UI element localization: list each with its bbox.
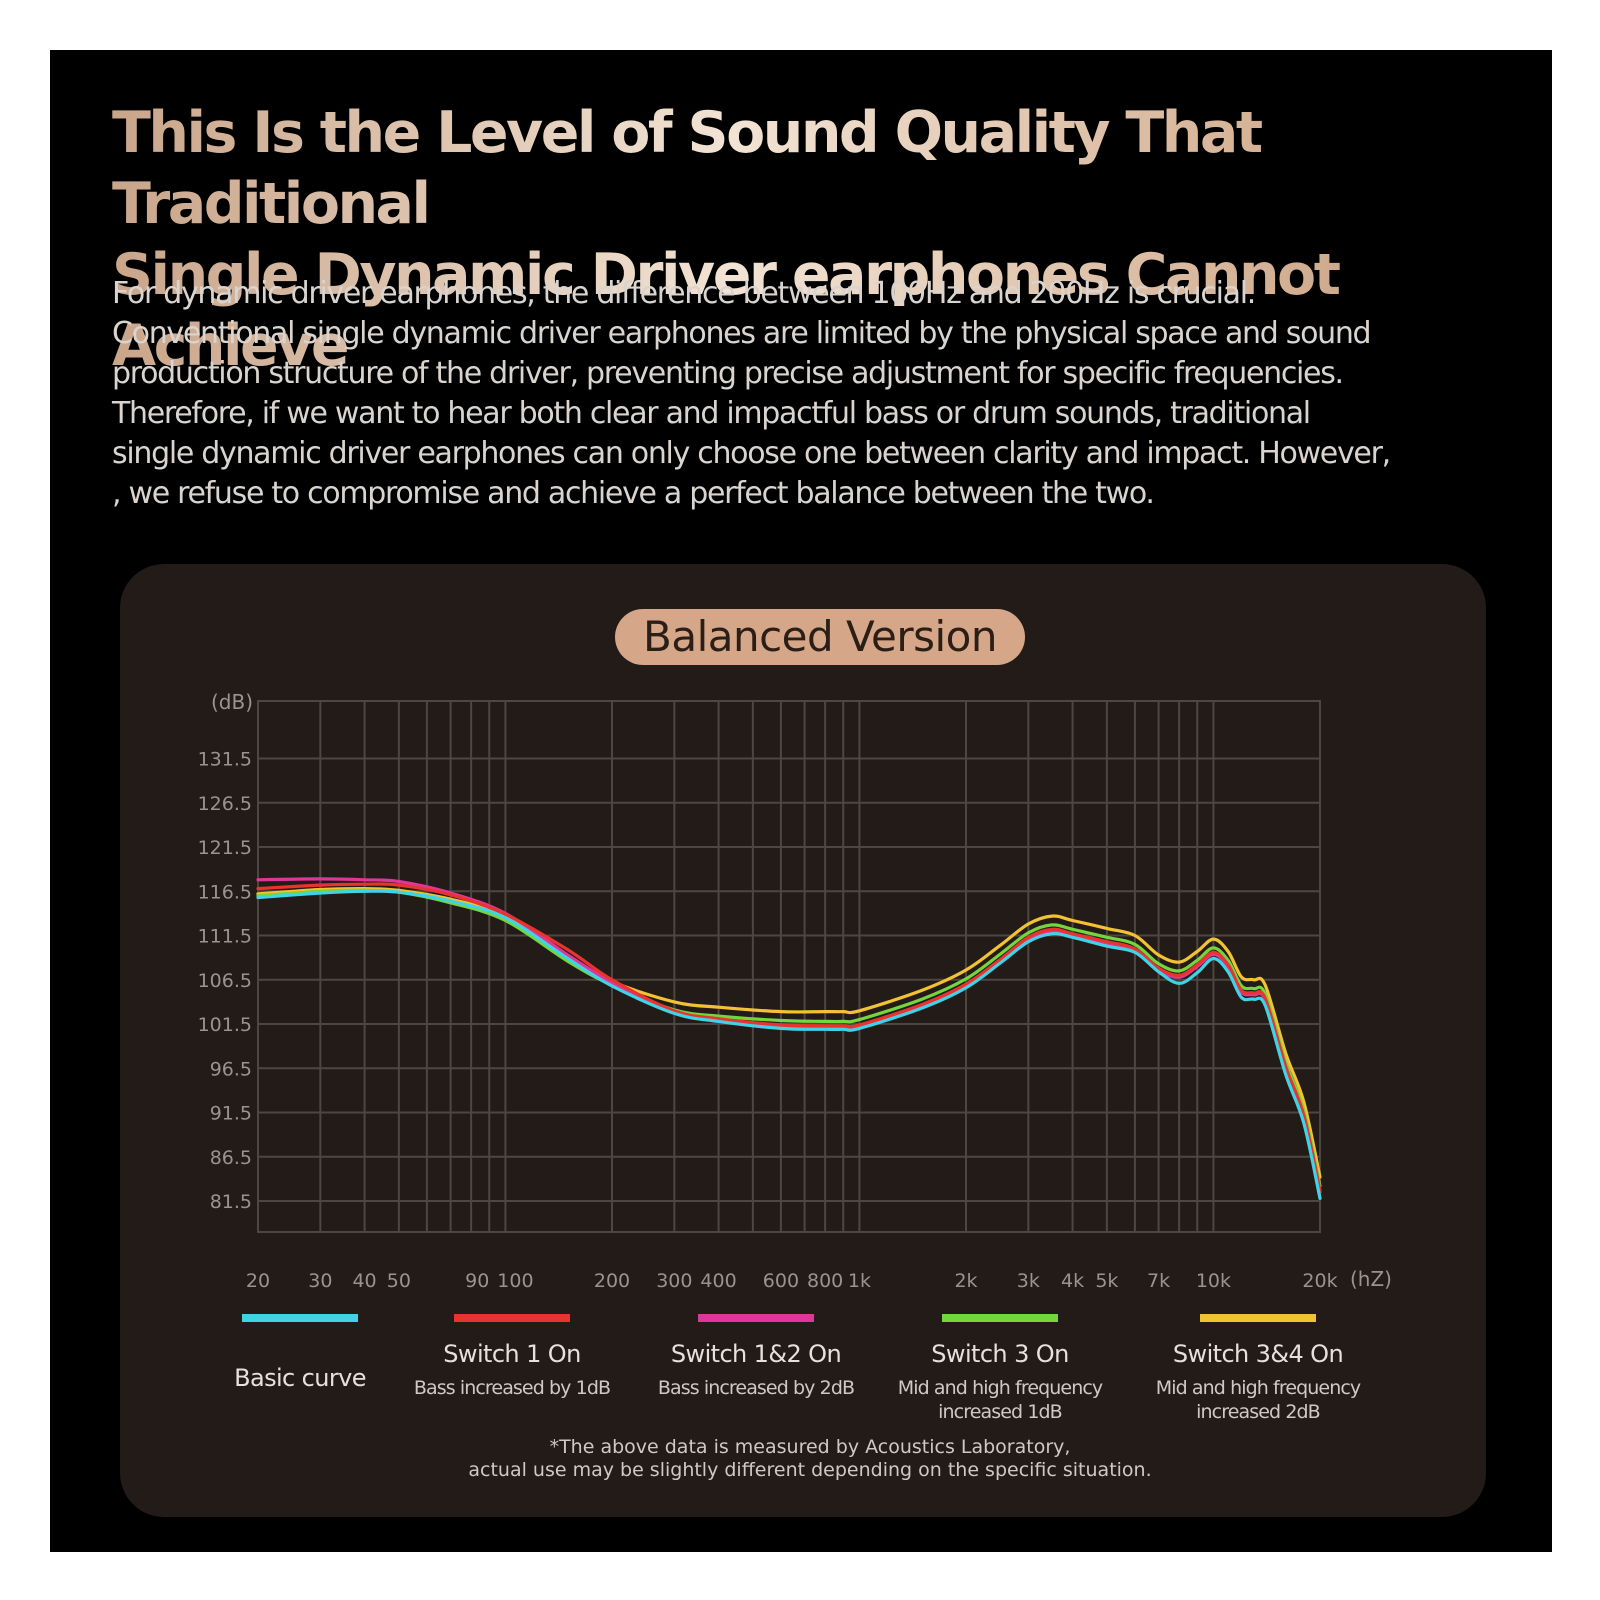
y-tick-label: 91.5 (210, 1103, 252, 1125)
body-text: For dynamic driver earphones, the differ… (112, 276, 1391, 511)
legend-item-switch-1-on: Switch 1 On Bass increased by 1dB (392, 1314, 632, 1400)
legend-item-basic-curve: Basic curve (180, 1314, 420, 1392)
y-tick-label: 101.5 (198, 1014, 252, 1036)
x-tick-label: 2k (954, 1270, 977, 1292)
x-tick-label: 4k (1061, 1270, 1084, 1292)
x-tick-label: 40 (352, 1270, 376, 1292)
legend-desc: Bass increased by 2dB (657, 1377, 855, 1399)
x-tick-label: 100 (497, 1270, 533, 1292)
series-line-switch-3-4-on (256, 886, 1322, 1179)
legend-name: Switch 1&2 On (670, 1340, 842, 1368)
legend-swatch (942, 1314, 1058, 1322)
y-axis-unit: (dB) (211, 690, 253, 714)
footnote: *The above data is measured by Acoustics… (468, 1436, 1152, 1481)
x-tick-label: 20 (246, 1270, 270, 1292)
x-tick-label: 3k (1017, 1270, 1040, 1292)
legend-name: Switch 3&4 On (1172, 1340, 1344, 1368)
series-line-basic-curve (256, 889, 1322, 1200)
x-tick-label: 1k (848, 1270, 871, 1292)
y-tick-label: 106.5 (198, 970, 252, 992)
x-axis-unit: (hZ) (1350, 1267, 1392, 1291)
y-tick-label: 116.5 (198, 881, 252, 903)
x-tick-label: 30 (308, 1270, 332, 1292)
y-tick-label: 121.5 (198, 837, 252, 859)
y-tick-label: 81.5 (210, 1191, 252, 1213)
legend-item-switch-3-on: Switch 3 On Mid and high frequency increa… (880, 1314, 1120, 1424)
y-tick-label: 86.5 (210, 1147, 252, 1169)
label-layer: 131.5 126.5 121.5 116.5 111.5 106.5 101.5 96.5 9… (198, 690, 1392, 1292)
x-tick-label: 300 (656, 1270, 692, 1292)
x-tick-label: 200 (594, 1270, 630, 1292)
x-tick-label: 7k (1147, 1270, 1170, 1292)
legend-item-switch-1-2-on: Switch 1&2 On Bass increased by 2dB (636, 1314, 876, 1400)
series-line-switch-1-on (256, 882, 1322, 1192)
frequency-response-chart: 131.5 126.5 121.5 116.5 111.5 106.5 101.5 96.5 9… (198, 690, 1392, 1292)
chart-title-badge: Balanced Version (615, 609, 1025, 665)
series-line-switch-3-on (256, 888, 1322, 1188)
x-tick-label: 600 (763, 1270, 799, 1292)
legend-swatch (454, 1314, 570, 1322)
legend-item-switch-3-4-on: Switch 3&4 On Mid and high frequency incr… (1138, 1314, 1378, 1424)
legend-desc: Mid and high frequency increased 2dB (1155, 1377, 1361, 1423)
x-tick-label: 10k (1196, 1270, 1231, 1292)
y-tick-label: 111.5 (198, 926, 252, 948)
legend-name: Basic curve (234, 1364, 366, 1392)
x-tick-label: 800 (807, 1270, 843, 1292)
ad-frame: This Is the Level of Sound Quality That … (50, 50, 1552, 1552)
y-tick-label: 126.5 (198, 793, 252, 815)
x-tick-label: 400 (700, 1270, 736, 1292)
y-tick-label: 131.5 (198, 749, 252, 771)
legend-swatch (242, 1314, 358, 1322)
legend-name: Switch 1 On (443, 1340, 581, 1368)
x-tick-label: 90 (465, 1270, 489, 1292)
y-tick-label: 96.5 (210, 1058, 252, 1080)
x-tick-label: 20k (1302, 1270, 1337, 1292)
chart-panel: Balanced Version 131.5 126.5 121.5 116.5 111… (120, 564, 1486, 1517)
x-tick-label: 5k (1095, 1270, 1118, 1292)
curve-layer (256, 877, 1322, 1200)
series-line-switch-1-2-on (256, 877, 1322, 1194)
legend-name: Switch 3 On (931, 1340, 1069, 1368)
x-tick-label: 50 (387, 1270, 411, 1292)
headline: This Is the Level of Sound Quality That … (112, 98, 1492, 382)
legend-desc: Mid and high frequency increased 1dB (897, 1377, 1103, 1423)
legend-desc: Bass increased by 1dB (413, 1377, 611, 1399)
legend-swatch (1200, 1314, 1316, 1322)
legend-swatch (698, 1314, 814, 1322)
